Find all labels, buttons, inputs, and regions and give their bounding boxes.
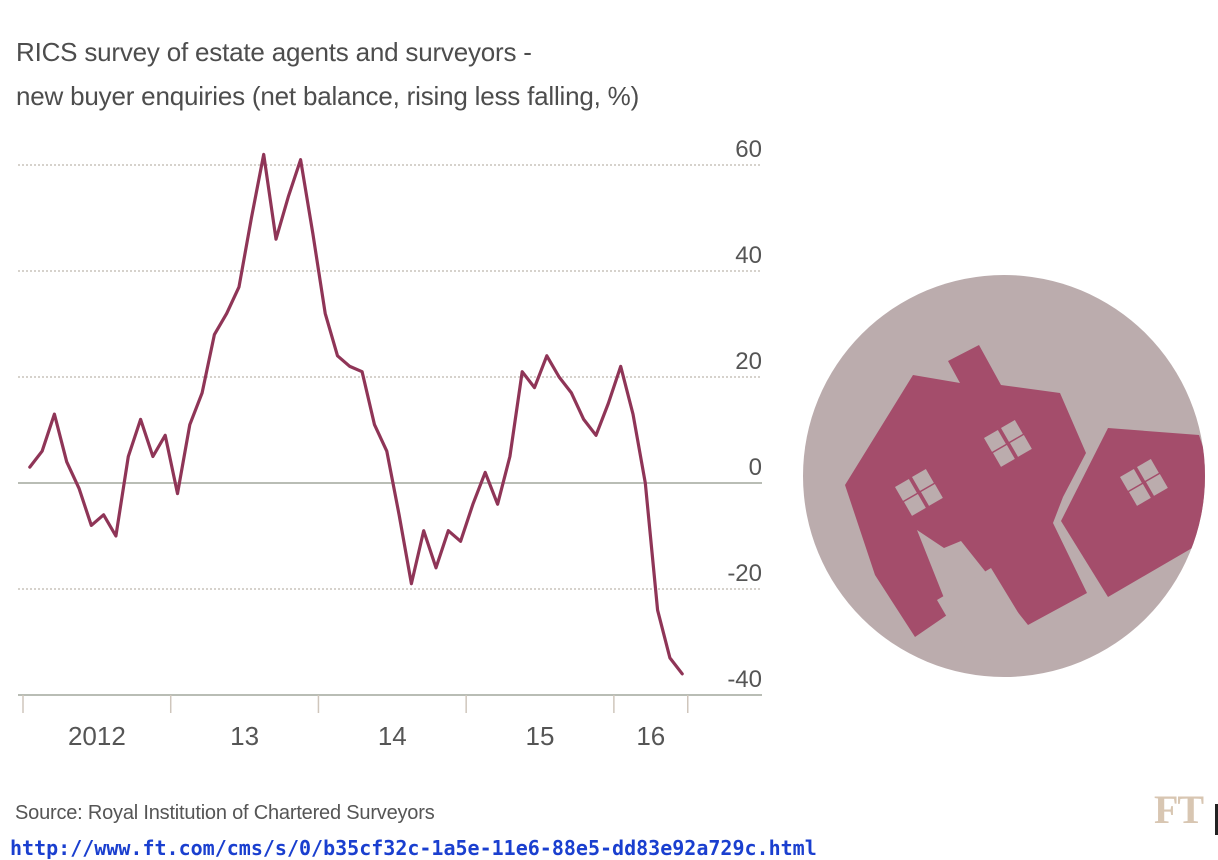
x-tick-label: 16 (636, 721, 665, 751)
y-tick-label: 60 (735, 136, 762, 163)
x-axis: 2012 13 14 15 16 (18, 695, 762, 751)
source-url-link[interactable]: http://www.ft.com/cms/s/0/b35cf32c-1a5e-… (10, 836, 817, 860)
houses-icon (803, 275, 1205, 677)
x-tick-label: 2012 (68, 721, 126, 751)
x-tick-label: 13 (230, 721, 259, 751)
series-line (30, 154, 682, 673)
y-tick-label: 20 (735, 348, 762, 375)
y-tick-label: -20 (727, 560, 762, 587)
ft-logo: FT (1154, 786, 1203, 833)
series-layer (30, 154, 683, 674)
line-chart: 60 40 20 0 -20 -40 2012 13 14 15 16 (0, 0, 790, 780)
y-axis-tick-labels: 60 40 20 0 -20 -40 (727, 136, 762, 693)
x-tick-label: 15 (526, 721, 555, 751)
source-note: Source: Royal Institution of Chartered S… (15, 802, 435, 825)
y-tick-label: 0 (749, 454, 762, 481)
y-tick-label: 40 (735, 242, 762, 269)
y-tick-label: -40 (727, 666, 762, 693)
x-tick-label: 14 (378, 721, 407, 751)
